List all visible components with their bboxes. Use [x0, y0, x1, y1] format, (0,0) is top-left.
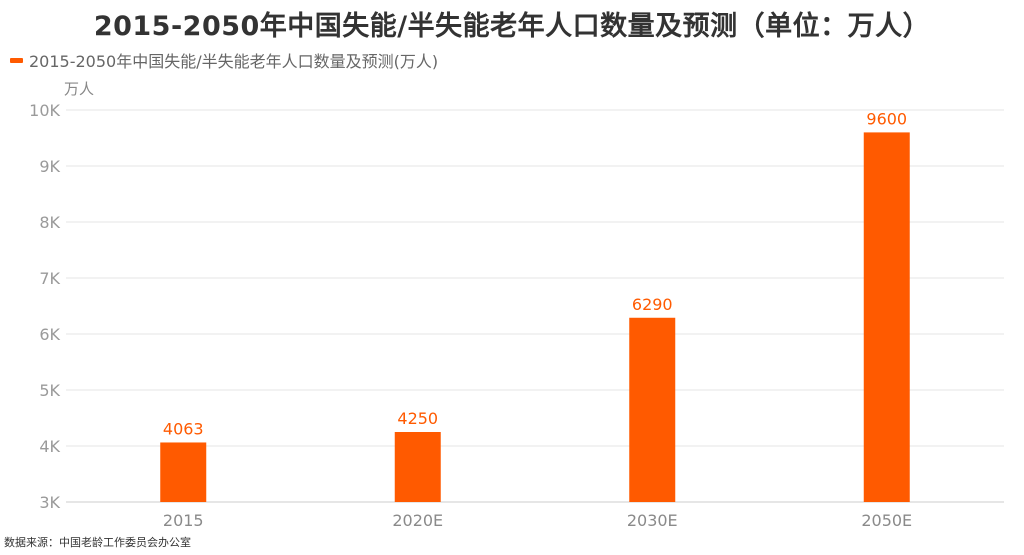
x-tick-label: 2030E	[627, 511, 678, 530]
y-tick-label: 10K	[29, 101, 60, 120]
bar	[629, 317, 676, 502]
y-tick-label: 5K	[39, 381, 60, 400]
y-tick-label: 6K	[39, 325, 60, 344]
chart-title: 2015-2050年中国失能/半失能老年人口数量及预测（单位：万人）	[93, 11, 931, 42]
legend-label: 2015-2050年中国失能/半失能老年人口数量及预测(万人)	[29, 52, 439, 71]
data-label: 9600	[866, 109, 907, 128]
y-axis-unit: 万人	[64, 80, 95, 98]
x-tick-label: 2050E	[861, 511, 912, 530]
data-label: 6290	[632, 295, 673, 314]
y-tick-label: 3K	[39, 493, 60, 512]
data-source: 数据来源：中国老龄工作委员会办公室	[4, 536, 191, 549]
y-tick-label: 9K	[39, 157, 60, 176]
bar	[394, 432, 441, 502]
legend-swatch	[10, 57, 23, 63]
data-label: 4063	[163, 419, 204, 438]
bar	[160, 442, 207, 502]
bar	[863, 132, 910, 502]
data-label: 4250	[397, 409, 438, 428]
y-tick-label: 4K	[39, 437, 60, 456]
y-tick-label: 7K	[39, 269, 60, 288]
legend: 2015-2050年中国失能/半失能老年人口数量及预测(万人)	[10, 48, 438, 72]
x-tick-label: 2015	[163, 511, 204, 530]
y-tick-label: 8K	[39, 213, 60, 232]
x-tick-label: 2020E	[392, 511, 443, 530]
